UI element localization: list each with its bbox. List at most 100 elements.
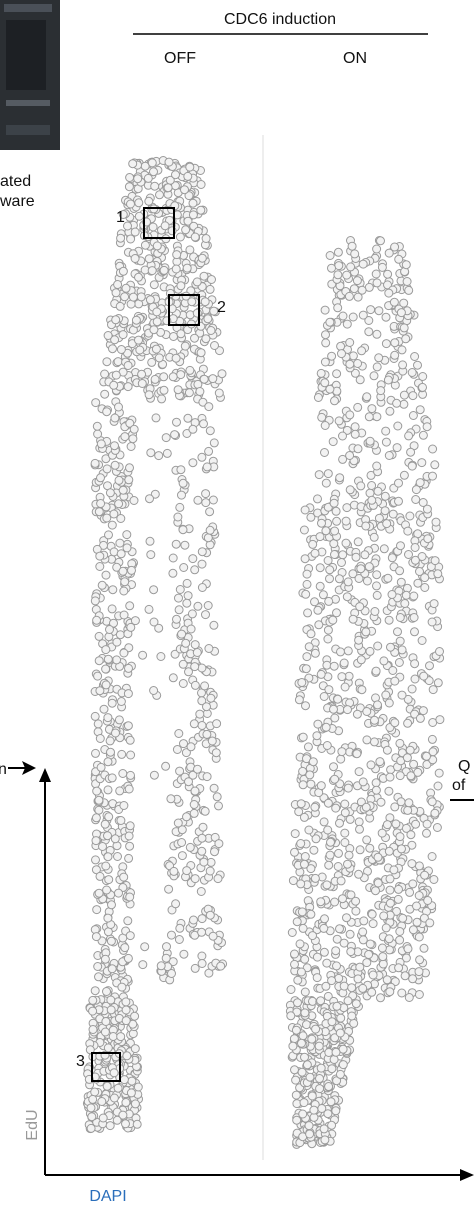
cell-dot (197, 583, 207, 592)
cell-dot (105, 488, 115, 498)
cell-dot (119, 648, 129, 658)
cell-dot (95, 871, 105, 881)
cell-dot (125, 173, 135, 182)
cell-dot (128, 292, 138, 302)
cell-dot (431, 517, 441, 527)
cell-dot (316, 897, 326, 907)
cell-dot (407, 461, 417, 471)
cell-dot (175, 585, 185, 594)
cell-dot (163, 183, 173, 193)
cell-dot (125, 892, 135, 902)
gate-box (143, 207, 175, 239)
cell-dot (103, 331, 113, 340)
cell-dot (313, 494, 322, 504)
cell-dot (345, 410, 355, 420)
cell-dot (428, 471, 437, 481)
cell-dot (137, 379, 147, 388)
cell-dot (357, 346, 367, 356)
cell-dot (164, 157, 174, 167)
cell-dot (290, 847, 299, 857)
cell-dot (190, 680, 200, 690)
cell-dot (121, 1005, 131, 1015)
cell-dot (157, 394, 167, 404)
cell-dot (383, 573, 393, 583)
cell-dot (395, 927, 405, 936)
cell-dot (111, 370, 121, 380)
cell-dot (381, 339, 391, 349)
cell-dot (149, 686, 159, 695)
cell-dot (310, 548, 320, 558)
cell-dot (362, 392, 372, 402)
cell-dot (365, 488, 375, 498)
cell-dot (136, 292, 146, 302)
cell-dot (308, 539, 318, 549)
cell-dot (106, 995, 116, 1005)
cell-dot (333, 862, 343, 871)
cell-dot (321, 981, 331, 991)
cell-dot (321, 478, 331, 488)
cell-dot (345, 359, 355, 369)
cell-dot (345, 485, 355, 495)
cell-dot (107, 900, 116, 910)
cell-dot (130, 1044, 140, 1054)
cell-dot (186, 742, 196, 752)
cell-dot (197, 833, 207, 843)
cell-dot (175, 232, 185, 242)
cell-dot (197, 253, 207, 263)
cell-dot (190, 232, 200, 242)
cell-dot (373, 878, 383, 888)
cell-dot (405, 511, 415, 521)
cell-dot (396, 577, 406, 587)
cell-dot (209, 306, 219, 316)
cell-dot (134, 211, 144, 221)
cell-dot (188, 424, 198, 434)
cell-dot (127, 1076, 137, 1086)
cell-dot (138, 650, 148, 660)
cell-dot (320, 357, 330, 367)
cell-dot (94, 805, 104, 815)
cell-dot (183, 413, 193, 423)
cell-dot (174, 593, 183, 603)
cell-dot (323, 556, 333, 565)
cell-dot (134, 335, 143, 345)
cell-dot (159, 372, 169, 382)
cell-dot (404, 285, 414, 295)
cell-dot (85, 1045, 95, 1055)
cell-dot (325, 565, 335, 575)
cell-dot (392, 398, 402, 408)
cell-dot (305, 770, 315, 780)
cell-dot (106, 936, 116, 946)
cell-dot (398, 913, 408, 923)
cell-dot (93, 671, 103, 681)
cell-dot (432, 823, 442, 832)
cell-dot (173, 385, 183, 395)
cell-dot (337, 672, 347, 682)
cell-dot (410, 674, 420, 684)
cell-dot (197, 959, 207, 968)
cell-dot (298, 1031, 308, 1041)
cell-dot (190, 333, 199, 343)
cell-dot (371, 886, 380, 896)
cell-dot (409, 591, 419, 601)
cell-dot (119, 872, 129, 882)
cell-dot (166, 794, 176, 804)
cell-dot (355, 375, 365, 385)
cell-dot (351, 999, 361, 1009)
cell-dot (171, 264, 181, 274)
cell-dot (319, 923, 329, 933)
cell-dot (113, 852, 122, 861)
cell-dot (102, 1081, 112, 1091)
cell-dot (334, 416, 344, 426)
cell-dot (88, 995, 98, 1005)
cell-dot (339, 938, 349, 948)
cell-dot (119, 1075, 129, 1085)
cell-dot (429, 599, 439, 609)
cell-dot (381, 690, 391, 700)
cell-dot (359, 916, 369, 926)
cell-dot (137, 369, 147, 379)
cell-dot (361, 521, 371, 531)
cell-dot (125, 601, 135, 611)
cell-dot (331, 506, 341, 516)
cell-dot (330, 396, 339, 406)
cell-dot (330, 526, 340, 536)
